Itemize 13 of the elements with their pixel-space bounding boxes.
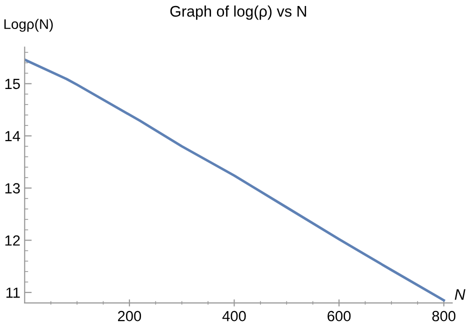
y-axis-title: Logρ(N) xyxy=(4,18,53,32)
chart-title: Graph of log(ρ) vs N xyxy=(170,6,306,20)
x-tick-label: 200 xyxy=(118,310,142,322)
y-tick-label: 13 xyxy=(5,183,20,194)
x-tick-label: 800 xyxy=(432,310,456,322)
line-series xyxy=(24,58,446,302)
x-tick-label: 400 xyxy=(222,310,246,322)
y-tick-label: 14 xyxy=(5,131,20,142)
x-tick-label: 600 xyxy=(328,310,351,322)
y-tick-label: 11 xyxy=(6,288,20,298)
x-axis-title: N xyxy=(454,289,466,300)
y-tick-label: 15 xyxy=(5,78,20,90)
y-tick-label: 12 xyxy=(5,235,20,246)
